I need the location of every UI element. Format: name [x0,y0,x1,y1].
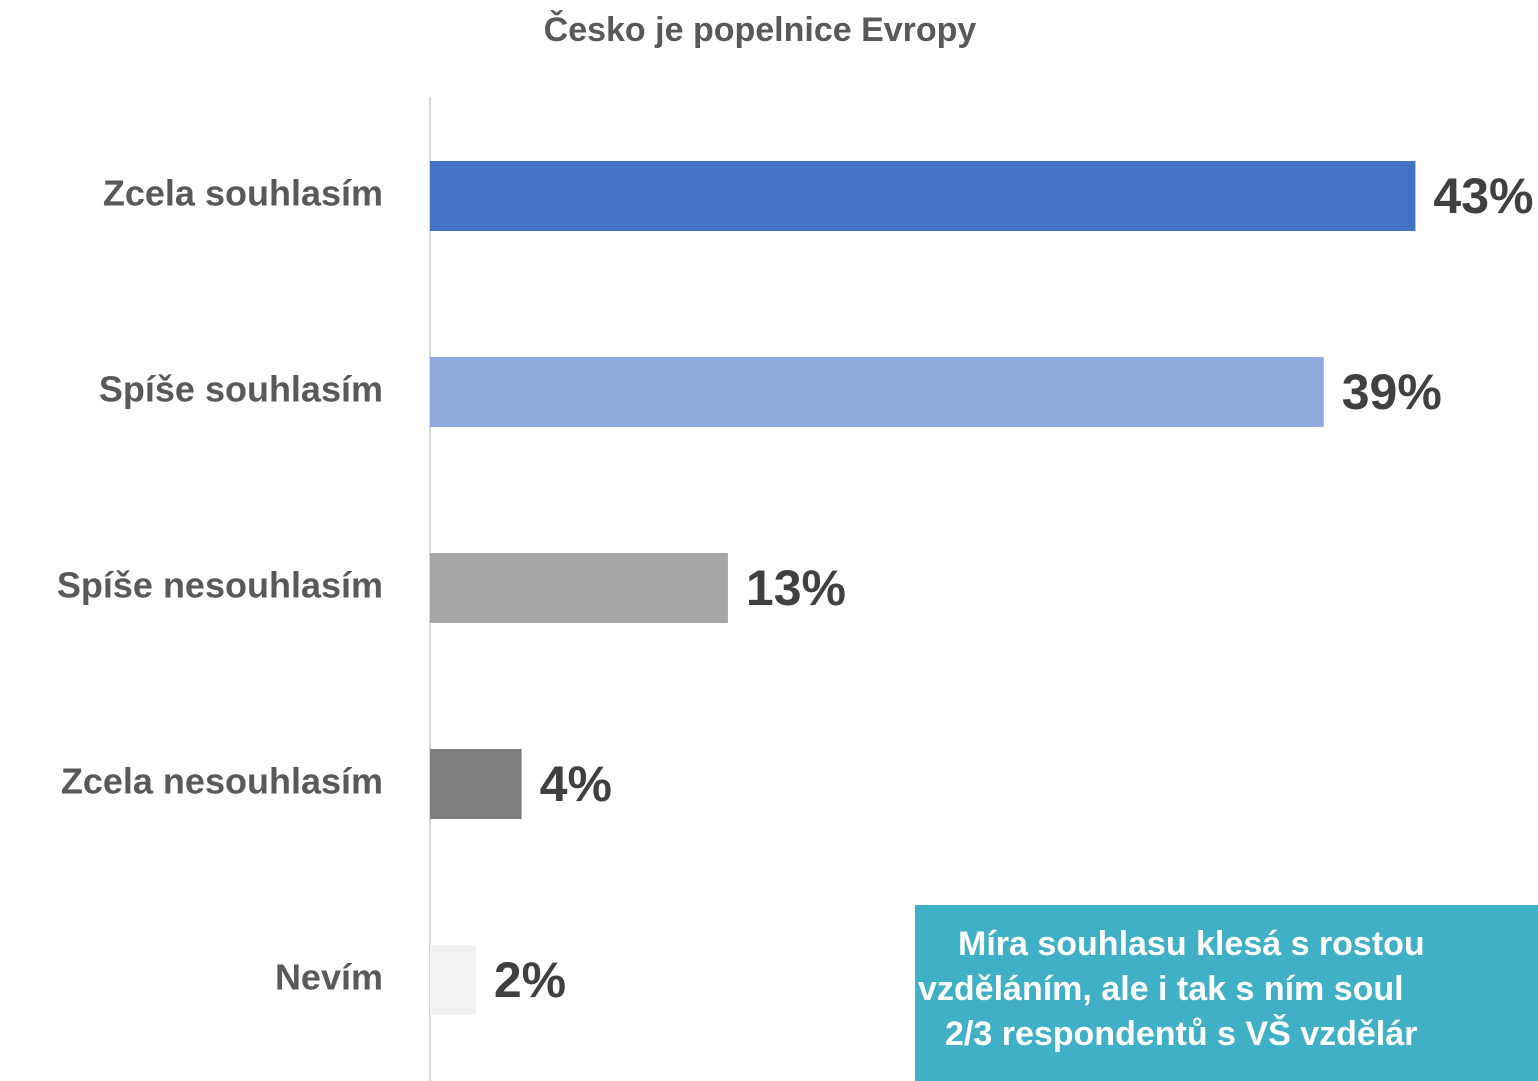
bar [430,749,522,819]
annotation-text: Míra souhlasu klesá s rostou [958,925,1425,963]
annotation-box [915,905,1538,1081]
bar [430,553,728,623]
value-label: 43% [1433,168,1533,224]
chart-title: Česko je popelnice Evropy [544,10,977,49]
bar [430,945,476,1015]
value-label: 4% [540,756,612,812]
category-label: Spíše souhlasím [99,369,383,410]
category-label: Nevím [275,957,383,998]
value-label: 39% [1342,364,1442,420]
bar [430,161,1416,231]
value-label: 2% [494,952,566,1008]
category-label: Zcela nesouhlasím [61,761,383,802]
bar [430,357,1324,427]
annotation-text: 2/3 respondentů s VŠ vzdělár [945,1014,1417,1053]
category-label: Zcela souhlasím [103,173,383,214]
annotation-text: vzděláním, ale i tak s ním soul [918,970,1404,1008]
value-label: 13% [746,560,846,616]
category-label: Spíše nesouhlasím [57,565,383,606]
